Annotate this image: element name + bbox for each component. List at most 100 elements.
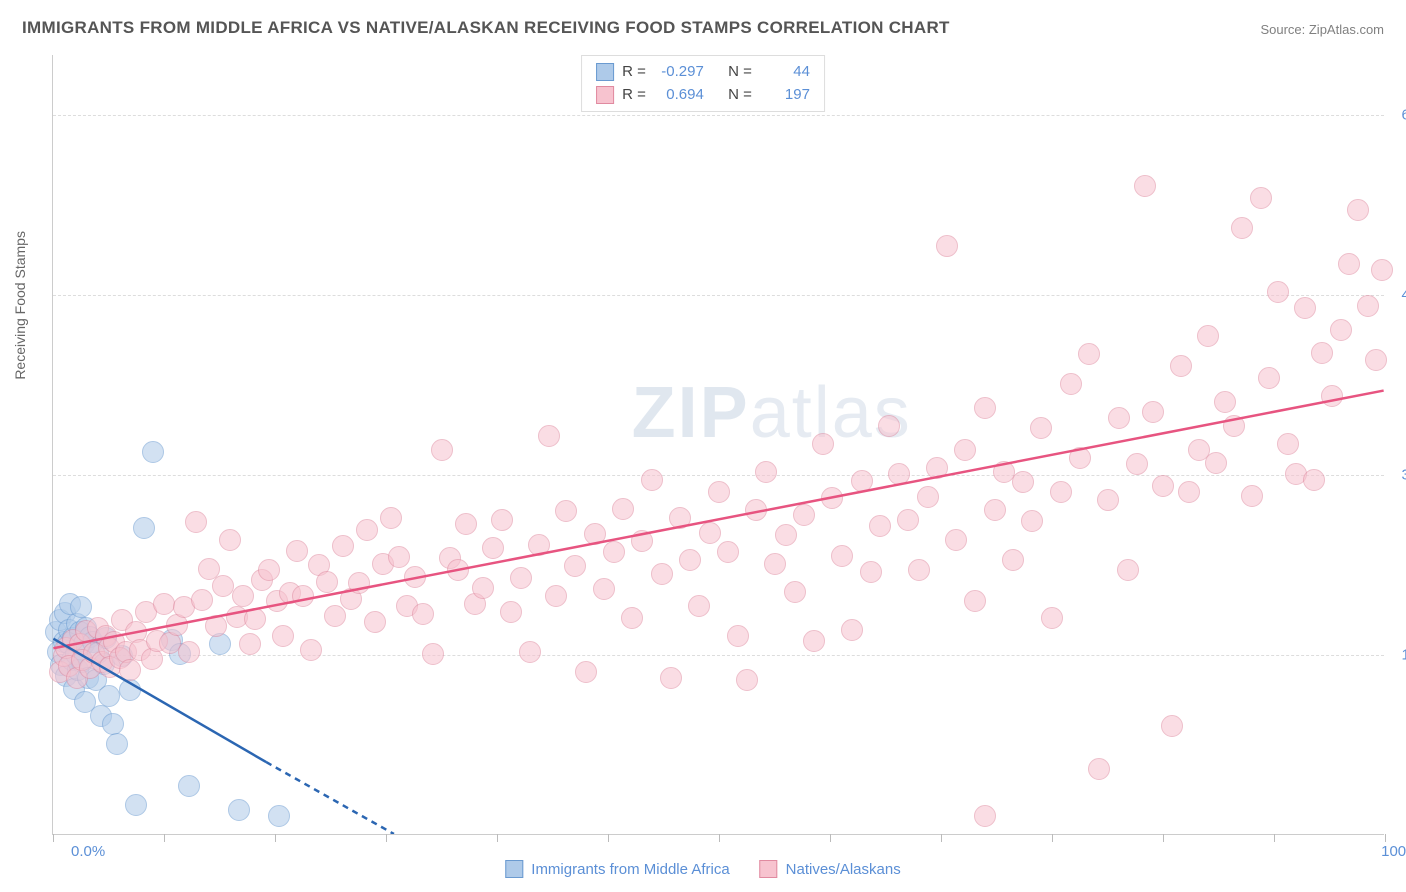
scatter-point [348,572,370,594]
scatter-point [1097,489,1119,511]
scatter-point [1365,349,1387,371]
scatter-point [332,535,354,557]
scatter-point [908,559,930,581]
scatter-point [1330,319,1352,341]
r-value-pink: 0.694 [654,84,704,107]
scatter-point [404,566,426,588]
x-tick [497,834,498,842]
scatter-point [717,541,739,563]
scatter-point [631,530,653,552]
scatter-point [422,643,444,665]
scatter-point [660,667,682,689]
scatter-point [1267,281,1289,303]
x-axis-label-max: 100.0% [1381,843,1406,860]
scatter-point [1277,433,1299,455]
scatter-point [745,499,767,521]
swatch-blue-icon [505,860,523,878]
scatter-point [500,601,522,623]
scatter-point [679,549,701,571]
y-tick-label: 60.0% [1401,107,1406,124]
scatter-point [555,500,577,522]
scatter-point [831,545,853,567]
scatter-point [612,498,634,520]
x-tick [830,834,831,842]
scatter-point [1060,373,1082,395]
scatter-point [603,541,625,563]
scatter-point [491,509,513,531]
scatter-point [153,593,175,615]
scatter-point [736,669,758,691]
scatter-point [860,561,882,583]
scatter-point [388,546,410,568]
scatter-point [178,641,200,663]
chart-title: IMMIGRANTS FROM MIDDLE AFRICA VS NATIVE/… [22,18,950,38]
scatter-point [1231,217,1253,239]
scatter-point [244,608,266,630]
scatter-point [364,611,386,633]
plot-area: ZIPatlas 0.0% 100.0% 15.0%30.0%45.0%60.0… [52,55,1384,835]
scatter-point [669,507,691,529]
scatter-point [286,540,308,562]
scatter-point [775,524,797,546]
scatter-point [1041,607,1063,629]
stats-legend: R = -0.297 N = 44 R = 0.694 N = 197 [581,55,825,112]
scatter-point [727,625,749,647]
legend-item-pink: Natives/Alaskans [760,860,901,878]
scatter-point [292,585,314,607]
scatter-point [1214,391,1236,413]
scatter-point [869,515,891,537]
scatter-point [1108,407,1130,429]
scatter-point [841,619,863,641]
scatter-point [258,559,280,581]
scatter-point [1012,471,1034,493]
scatter-point [178,775,200,797]
r-label: R = [622,61,646,84]
stats-row-blue: R = -0.297 N = 44 [596,61,810,84]
scatter-point [1050,481,1072,503]
scatter-point [888,463,910,485]
scatter-point [954,439,976,461]
scatter-point [70,596,92,618]
scatter-point [232,585,254,607]
n-value-blue: 44 [760,61,810,84]
scatter-point [593,578,615,600]
scatter-point [897,509,919,531]
scatter-point [917,486,939,508]
scatter-points-layer [53,55,1384,834]
scatter-point [380,507,402,529]
scatter-point [974,805,996,827]
scatter-point [133,517,155,539]
scatter-point [102,713,124,735]
scatter-point [784,581,806,603]
series-legend: Immigrants from Middle Africa Natives/Al… [505,860,900,878]
n-value-pink: 197 [760,84,810,107]
scatter-point [1371,259,1393,281]
scatter-point [142,441,164,463]
y-tick-label: 15.0% [1401,647,1406,664]
scatter-point [755,461,777,483]
x-tick [608,834,609,842]
scatter-point [316,571,338,593]
x-tick [1052,834,1053,842]
swatch-pink-icon [596,86,614,104]
scatter-point [1170,355,1192,377]
source-label: Source: ZipAtlas.com [1260,22,1384,37]
scatter-point [1197,325,1219,347]
scatter-point [356,519,378,541]
scatter-point [1134,175,1156,197]
scatter-point [1069,447,1091,469]
scatter-point [119,679,141,701]
swatch-pink-icon [760,860,778,878]
scatter-point [272,625,294,647]
x-tick [1385,834,1386,842]
scatter-point [1126,453,1148,475]
x-tick [719,834,720,842]
scatter-point [1117,559,1139,581]
scatter-point [1078,343,1100,365]
scatter-point [119,659,141,681]
x-tick [1274,834,1275,842]
scatter-point [239,633,261,655]
scatter-point [974,397,996,419]
r-value-blue: -0.297 [654,61,704,84]
x-axis-label-min: 0.0% [71,843,105,860]
